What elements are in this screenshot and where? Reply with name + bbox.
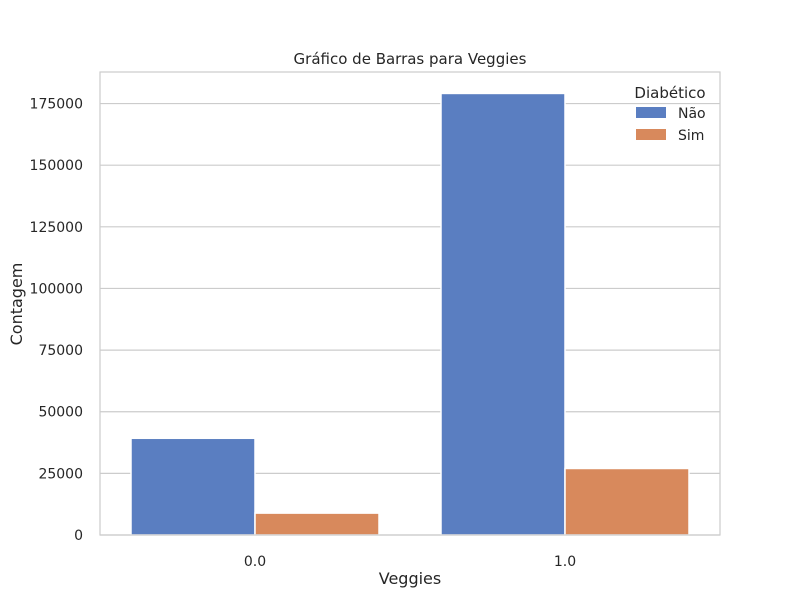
- y-tick-label: 150000: [30, 158, 83, 174]
- x-axis-ticks: 0.0 1.0: [244, 554, 576, 570]
- y-tick-label: 75000: [38, 343, 83, 359]
- legend-label: Sim: [678, 128, 704, 144]
- legend-swatch: [636, 107, 666, 118]
- bars: [130, 92, 690, 536]
- y-tick-label: 100000: [30, 281, 83, 297]
- x-axis-label: Veggies: [379, 569, 441, 588]
- y-tick-label: 175000: [30, 97, 83, 113]
- legend-items: Não Sim: [636, 106, 706, 144]
- legend-swatch: [636, 129, 666, 140]
- y-tick-label: 50000: [38, 405, 83, 421]
- bar: [130, 437, 256, 536]
- y-axis-label: Contagem: [7, 263, 26, 346]
- legend: Diabético Não Sim: [634, 84, 705, 144]
- bar: [440, 92, 566, 536]
- y-axis-ticks: 0 25000 50000 75000 100000 125000 150000 175000: [30, 97, 83, 544]
- x-tick-label: 0.0: [244, 554, 266, 570]
- bar: [564, 467, 690, 536]
- y-tick-label: 25000: [38, 466, 83, 482]
- chart-title: Gráfico de Barras para Veggies: [294, 50, 527, 68]
- legend-label: Não: [678, 106, 706, 122]
- plot-frame: [99, 71, 721, 536]
- legend-title: Diabético: [634, 84, 705, 102]
- y-tick-label: 0: [74, 528, 83, 544]
- y-tick-label: 125000: [30, 220, 83, 236]
- bar: [254, 512, 380, 536]
- x-tick-label: 1.0: [554, 554, 576, 570]
